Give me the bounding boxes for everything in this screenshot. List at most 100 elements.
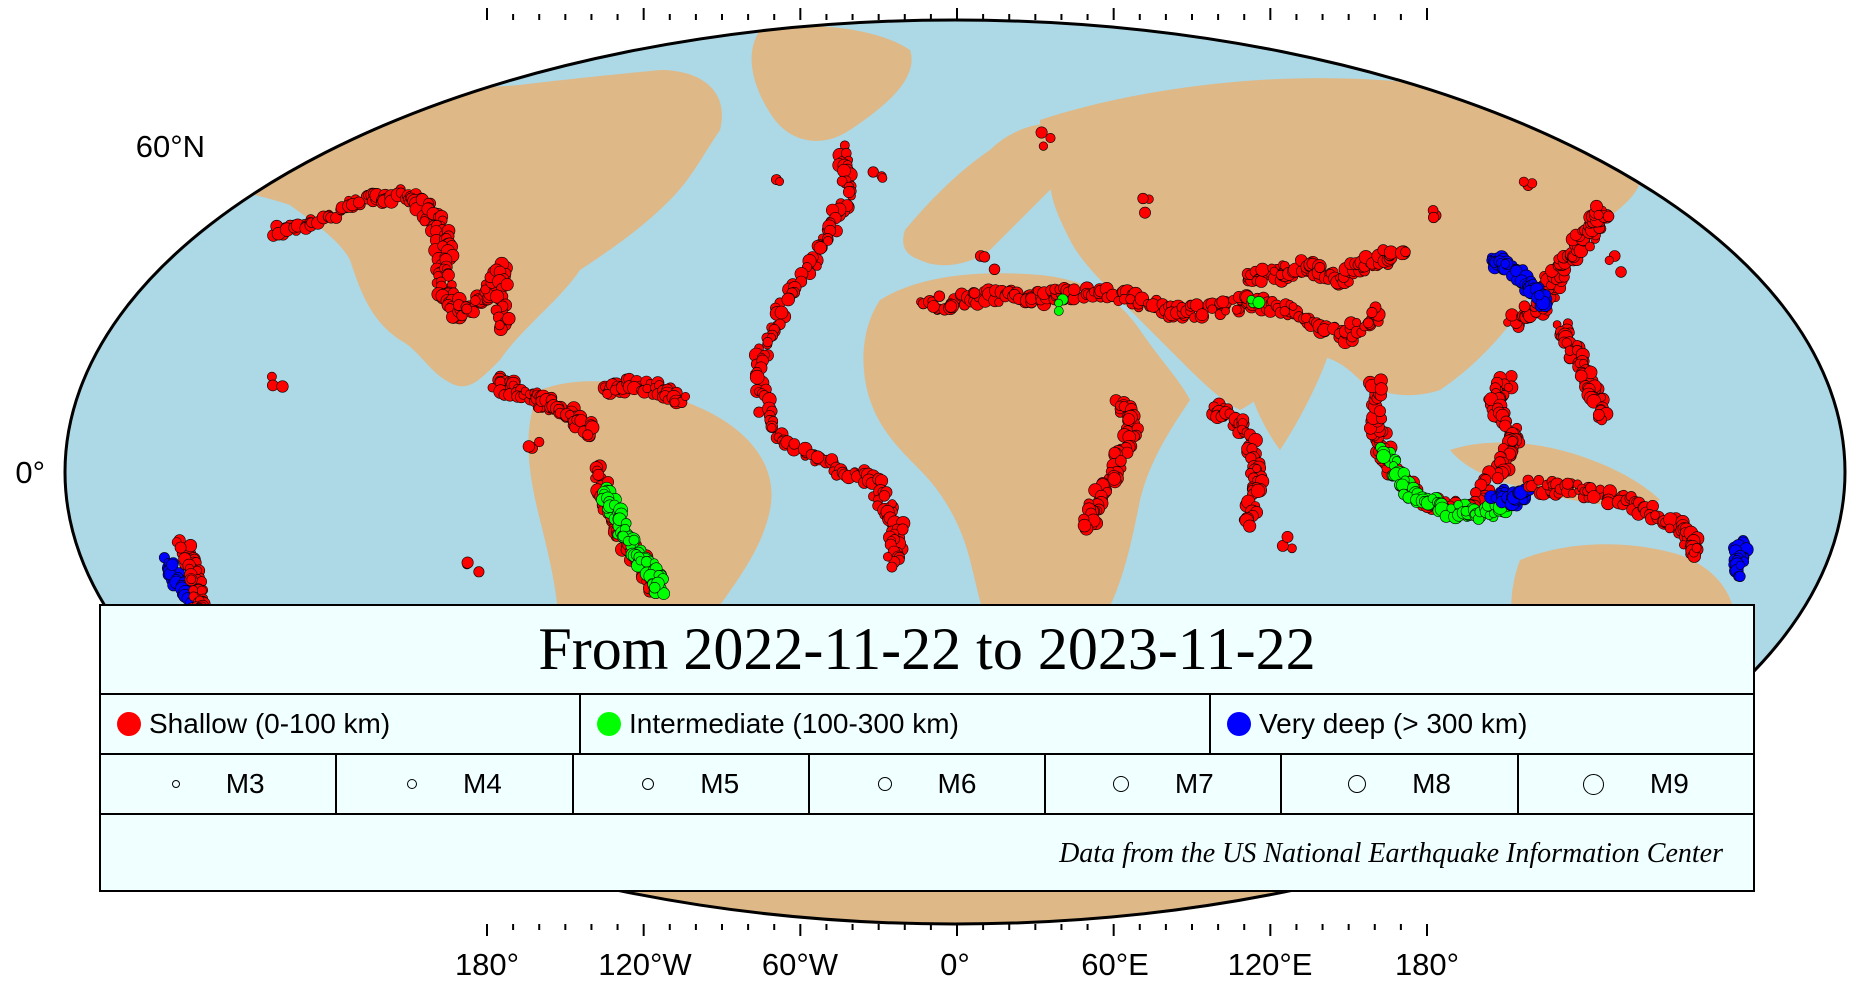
- magnitude-item: M4: [337, 755, 574, 813]
- earthquake-shallow-marker: [1585, 241, 1595, 252]
- earthquake-shallow-marker: [1518, 176, 1529, 187]
- earthquake-shallow-marker: [823, 235, 833, 246]
- lon-label: 180°: [455, 947, 519, 982]
- earthquake-shallow-marker: [1115, 455, 1127, 467]
- magnitude-label: M8: [1412, 768, 1451, 799]
- earthquake-shallow-marker: [669, 397, 680, 408]
- earthquake-shallow-marker: [582, 429, 594, 441]
- earthquake-shallow-marker: [810, 450, 825, 464]
- earthquake-shallow-marker: [877, 173, 888, 183]
- earthquake-shallow-marker: [749, 369, 765, 385]
- earthquake-shallow-marker: [944, 300, 958, 313]
- asia-landmass: [1040, 78, 1642, 410]
- earthquake-shallow-marker: [1314, 262, 1326, 273]
- earthquake-shallow-marker: [352, 196, 365, 209]
- depth-label: Intermediate (100-300 km): [629, 708, 959, 739]
- earthquake-shallow-marker: [878, 490, 891, 502]
- earthquake-shallow-marker: [1592, 408, 1605, 421]
- earthquake-shallow-marker: [1518, 300, 1531, 313]
- earthquake-shallow-marker: [1231, 304, 1242, 315]
- data-credit: Data from the US National Earthquake Inf…: [1059, 837, 1723, 869]
- earthquake-shallow-marker: [1664, 523, 1675, 534]
- depth-label: Shallow (0-100 km): [149, 708, 391, 739]
- earthquake-shallow-marker: [522, 440, 535, 453]
- earthquake-shallow-marker: [927, 300, 940, 313]
- earthquake-shallow-marker: [767, 423, 777, 433]
- earthquake-shallow-marker: [1035, 126, 1048, 139]
- earthquake-shallow-marker: [1615, 266, 1627, 278]
- magnitude-item: M5: [574, 755, 810, 813]
- legend-title-row: From 2022-11-22 to 2023-11-22: [101, 606, 1753, 695]
- depth-item-shallow: Shallow (0-100 km): [101, 695, 581, 753]
- magnitude-legend-row: M3 M4 M5 M6 M7 M8 M9: [101, 755, 1753, 815]
- earthquake-shallow-marker: [988, 263, 1001, 275]
- lon-label: 120°W: [598, 947, 692, 982]
- earthquake-intermediate-marker: [648, 581, 661, 594]
- earthquake-shallow-marker: [1602, 210, 1615, 223]
- lon-label: 120°E: [1228, 947, 1313, 982]
- earthquake-shallow-marker: [534, 436, 545, 448]
- magnitude-item: M3: [101, 755, 338, 813]
- earthquake-shallow-marker: [1604, 255, 1614, 266]
- earthquake-shallow-marker: [502, 312, 516, 326]
- earthquake-shallow-marker: [1363, 317, 1374, 329]
- earthquake-very-deep-marker: [1734, 570, 1746, 583]
- lon-label: 60°E: [1081, 947, 1149, 982]
- earthquake-intermediate-marker: [657, 587, 671, 600]
- earthquake-intermediate-marker: [1054, 298, 1063, 308]
- depth-label: Very deep (> 300 km): [1259, 708, 1528, 739]
- earthquake-shallow-marker: [882, 552, 893, 562]
- earthquake-shallow-marker: [419, 216, 430, 227]
- earthquake-shallow-marker: [1067, 283, 1081, 296]
- earthquake-shallow-marker: [762, 337, 773, 348]
- earthquake-shallow-marker: [1221, 306, 1230, 316]
- earthquake-shallow-marker: [500, 278, 514, 292]
- magnitude-circle-icon: [1348, 775, 1367, 793]
- earthquake-shallow-marker: [896, 523, 909, 536]
- earthquake-shallow-marker: [1107, 472, 1122, 486]
- earthquake-shallow-marker: [842, 186, 855, 199]
- earthquake-very-deep-marker: [166, 558, 179, 571]
- earthquake-intermediate-marker: [1054, 306, 1064, 316]
- earthquake-shallow-marker: [1593, 210, 1604, 221]
- earthquake-shallow-marker: [494, 320, 505, 331]
- earthquake-shallow-marker: [1195, 308, 1209, 322]
- lat-label: 0°: [15, 455, 45, 490]
- lat-label: 60°N: [136, 129, 205, 164]
- earthquake-shallow-marker: [978, 251, 991, 263]
- earthquake-shallow-marker: [1255, 262, 1270, 277]
- earthquake-shallow-marker: [1216, 295, 1230, 309]
- earthquake-shallow-marker: [1499, 419, 1512, 432]
- magnitude-item: M8: [1282, 755, 1519, 813]
- earthquake-very-deep-marker: [1500, 259, 1511, 269]
- earthquake-shallow-marker: [1574, 369, 1588, 383]
- lon-label: 180°: [1395, 947, 1459, 982]
- earthquake-shallow-marker: [1427, 211, 1440, 224]
- magnitude-label: M3: [225, 768, 265, 799]
- magnitude-circle-icon: [877, 777, 892, 791]
- magnitude-label: M6: [937, 768, 977, 799]
- magnitude-label: M7: [1174, 768, 1214, 799]
- magnitude-label: M4: [462, 768, 502, 799]
- legend-title: From 2022-11-22 to 2023-11-22: [538, 616, 1316, 682]
- earthquake-shallow-marker: [1252, 464, 1262, 473]
- magnitude-item: M7: [1046, 755, 1283, 813]
- earthquake-shallow-marker: [1400, 246, 1411, 258]
- earthquake-shallow-marker: [1650, 510, 1660, 520]
- earthquake-shallow-marker: [1139, 206, 1151, 219]
- earthquake-shallow-marker: [1491, 472, 1504, 485]
- africa-landmass: [863, 273, 1190, 683]
- earthquake-shallow-marker: [1507, 435, 1518, 447]
- earthquake-very-deep-marker: [1510, 264, 1523, 277]
- earthquake-shallow-marker: [1691, 543, 1702, 553]
- shallow-dot-icon: [117, 712, 141, 736]
- earthquake-shallow-marker: [276, 380, 289, 393]
- lon-label: 0°: [940, 947, 970, 982]
- earthquake-intermediate-marker: [628, 534, 640, 546]
- earthquake-shallow-marker: [1352, 317, 1362, 327]
- magnitude-label: M5: [700, 768, 740, 799]
- magnitude-circle-icon: [406, 779, 417, 789]
- magnitude-circle-icon: [1112, 776, 1129, 792]
- earthquake-shallow-marker: [1045, 133, 1056, 144]
- earthquake-shallow-marker: [1287, 543, 1297, 554]
